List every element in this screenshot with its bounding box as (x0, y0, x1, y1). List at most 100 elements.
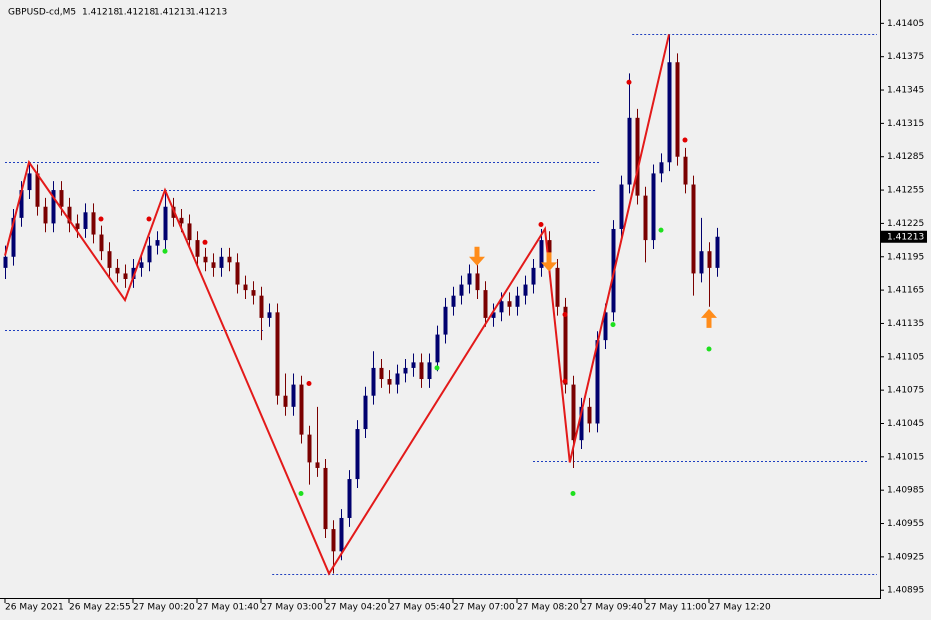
candle-body (379, 367, 384, 380)
y-tick-label: 1.41015 (887, 452, 924, 462)
candle-body (203, 256, 208, 263)
candle-body (315, 462, 320, 468)
header-low: 1.41213 (154, 8, 191, 18)
candle-body (339, 517, 344, 552)
candle-body (75, 223, 80, 229)
candle-body (299, 384, 304, 435)
y-tick-label: 1.41225 (887, 219, 924, 229)
candle-body (355, 429, 360, 480)
candle-body (195, 240, 200, 257)
candle-body (107, 251, 112, 268)
candle-body (459, 284, 464, 296)
header-close: 1.41213 (190, 8, 227, 18)
y-tick-label: 1.41045 (887, 419, 924, 429)
candle-body (427, 362, 432, 380)
candle-body (187, 223, 192, 241)
candle-body (555, 267, 560, 307)
x-tick-label: 27 May 04:20 (325, 603, 387, 613)
x-tick-label: 27 May 12:20 (709, 603, 771, 613)
price-label: 1.41213 (887, 232, 924, 242)
candle-body (467, 273, 472, 285)
buy-dot (570, 491, 576, 497)
candle-body (251, 290, 256, 296)
candle-body (19, 190, 24, 218)
candle-body (659, 162, 664, 174)
x-tick-label: 27 May 07:00 (453, 603, 515, 613)
candle-body (371, 367, 376, 396)
signal-arrow (541, 252, 557, 272)
candle-body (51, 190, 56, 224)
candle-body (235, 262, 240, 285)
zigzag-line (4, 34, 670, 576)
candle-body (35, 173, 40, 207)
y-tick-label: 1.41375 (887, 52, 924, 62)
candle-body (435, 334, 440, 363)
candle-body (403, 367, 408, 374)
buy-dot (298, 491, 304, 497)
price-box (881, 230, 927, 243)
candle-body (115, 267, 120, 274)
buy-dot (658, 227, 664, 233)
header-high: 1.41218 (118, 8, 155, 18)
candle-body (571, 384, 576, 441)
candle-body (603, 312, 608, 341)
candle-body (395, 373, 400, 385)
x-tick-label: 27 May 09:40 (581, 603, 643, 613)
candle-body (387, 379, 392, 385)
candle-body (155, 240, 160, 246)
candle-body (99, 234, 104, 252)
candle-body (699, 251, 704, 274)
y-tick-label: 1.41345 (887, 86, 924, 96)
sell-dot (562, 378, 568, 384)
sell-dot (202, 239, 208, 245)
y-tick-label: 1.41165 (887, 286, 924, 296)
sell-dot (626, 79, 632, 85)
x-tick-label: 26 May 22:55 (69, 603, 131, 613)
y-tick-label: 1.41315 (887, 119, 924, 129)
candle-body (179, 217, 184, 224)
signal-arrow (701, 308, 717, 328)
candle-body (275, 312, 280, 396)
candle-body (443, 306, 448, 335)
candle-body (83, 212, 88, 229)
candle-body (291, 384, 296, 407)
header-open: 1.41218 (82, 8, 119, 18)
candle-body (451, 295, 456, 307)
sell-dot (562, 312, 568, 318)
y-tick-label: 1.40955 (887, 519, 924, 529)
x-tick-label: 27 May 11:00 (645, 603, 707, 613)
y-tick-label: 1.41255 (887, 186, 924, 196)
y-tick-label: 1.40985 (887, 486, 924, 496)
candle-body (579, 406, 584, 441)
candle-body (363, 395, 368, 430)
candle-body (483, 290, 488, 318)
sell-dot (98, 216, 104, 222)
candle-body (211, 262, 216, 268)
candle-body (523, 284, 528, 296)
x-tick-label: 27 May 03:00 (261, 603, 323, 613)
sell-dot (146, 216, 152, 222)
sell-dot (306, 380, 312, 386)
candle-body (419, 362, 424, 380)
candle-body (147, 245, 152, 263)
candle-body (307, 434, 312, 463)
candle-body (675, 62, 680, 157)
y-tick-label: 1.41135 (887, 319, 924, 329)
candle-body (59, 190, 64, 207)
candle-body (619, 184, 624, 229)
candle-body (243, 284, 248, 291)
candle-body (131, 267, 136, 279)
candle-body (3, 256, 8, 268)
candle-body (707, 251, 712, 268)
candle-body (139, 262, 144, 268)
candle-body (635, 117, 640, 196)
candle-body (331, 529, 336, 552)
y-tick-label: 1.41285 (887, 152, 924, 162)
candle-body (627, 117, 632, 185)
candle-body (227, 256, 232, 263)
candle-body (643, 195, 648, 241)
candle-body (347, 479, 352, 518)
candle-body (563, 306, 568, 385)
